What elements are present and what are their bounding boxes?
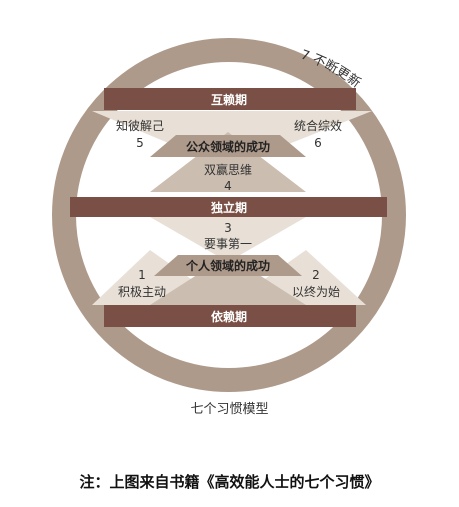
habit4-number: 4 bbox=[224, 179, 232, 193]
private-success-label: 个人领域的成功 bbox=[185, 258, 270, 273]
lower-center-diamond bbox=[150, 255, 306, 305]
public-success-band bbox=[150, 135, 306, 157]
dependence-bar bbox=[104, 305, 356, 327]
interdependence-bar bbox=[104, 88, 356, 110]
seven-habits-diagram: 互赖期 独立期 依赖期 7 不断更新 知彼解己 5 统合综效 6 公众领域的成功… bbox=[52, 38, 406, 392]
upper-center-diamond bbox=[150, 132, 306, 192]
habit4-label: 双赢思维 bbox=[204, 162, 252, 177]
renewal-ring bbox=[52, 38, 406, 392]
habit3-label: 要事第一 bbox=[204, 237, 252, 251]
habit2-number: 2 bbox=[312, 268, 320, 282]
diagram-caption: 七个习惯模型 bbox=[190, 402, 269, 417]
habit1-label: 积极主动 bbox=[118, 285, 166, 299]
interdependence-label: 互赖期 bbox=[211, 92, 247, 107]
habit2-label: 以终为始 bbox=[292, 284, 340, 299]
habit5-number: 5 bbox=[136, 136, 144, 150]
habit6-number: 6 bbox=[314, 136, 322, 150]
habit1-number: 1 bbox=[138, 268, 146, 282]
private-success-band bbox=[154, 255, 302, 276]
source-note: 注：上图来自书籍《高效能人士的七个习惯》 bbox=[79, 473, 380, 491]
independence-bar bbox=[70, 197, 387, 217]
habit5-label: 知彼解己 bbox=[116, 119, 164, 133]
public-success-label: 公众领域的成功 bbox=[186, 139, 270, 154]
habit6-label: 统合综效 bbox=[294, 118, 342, 133]
habit3-number: 3 bbox=[224, 221, 232, 235]
independence-label: 独立期 bbox=[210, 200, 247, 215]
dependence-label: 依赖期 bbox=[211, 309, 247, 324]
lower-top-area bbox=[150, 217, 306, 262]
